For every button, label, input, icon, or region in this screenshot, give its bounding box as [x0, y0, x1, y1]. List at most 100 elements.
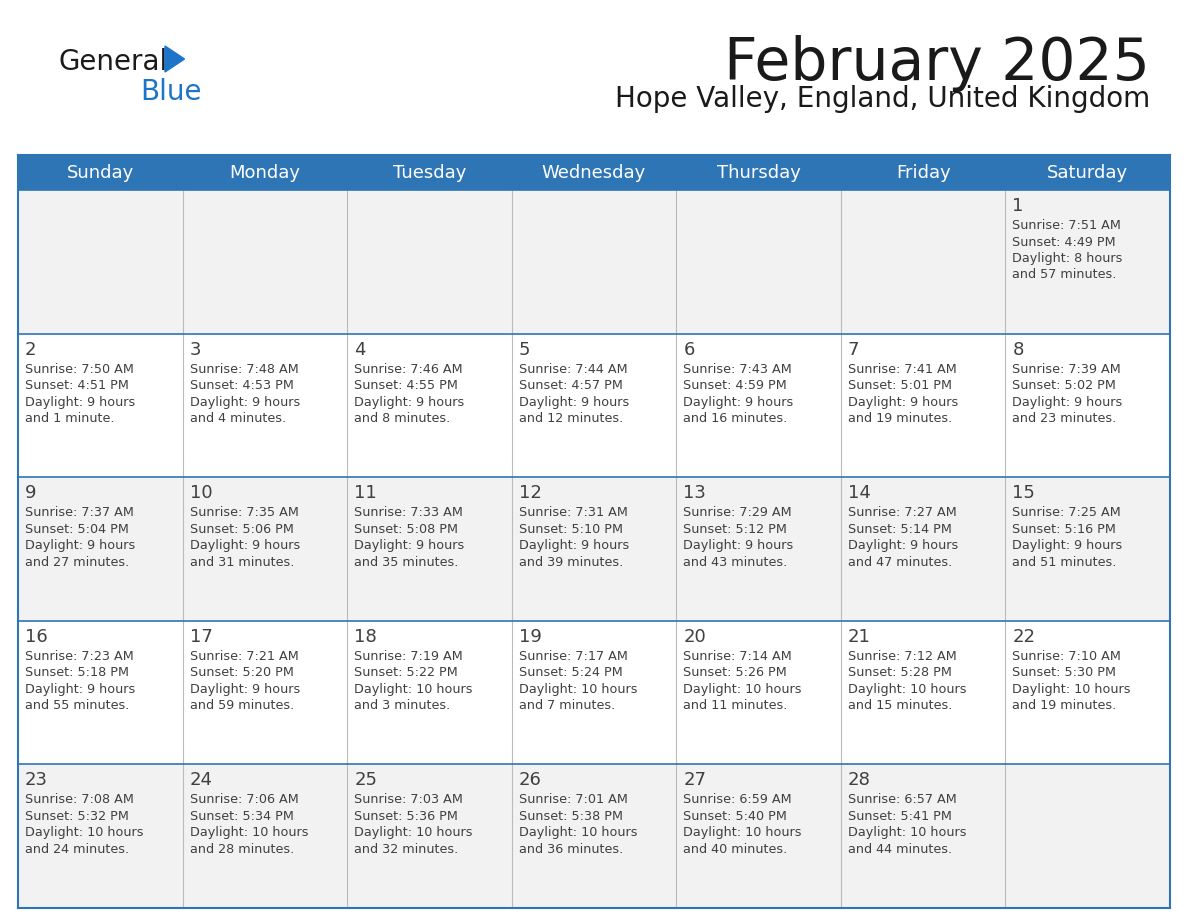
Text: and 39 minutes.: and 39 minutes.: [519, 555, 623, 568]
Text: Saturday: Saturday: [1047, 163, 1129, 182]
Text: Daylight: 10 hours: Daylight: 10 hours: [683, 683, 802, 696]
Bar: [183, 621, 347, 765]
Text: Daylight: 9 hours: Daylight: 9 hours: [848, 396, 958, 409]
Text: and 32 minutes.: and 32 minutes.: [354, 843, 459, 856]
Bar: [347, 765, 512, 908]
Bar: [1005, 190, 1170, 333]
Text: and 27 minutes.: and 27 minutes.: [25, 555, 129, 568]
Text: and 47 minutes.: and 47 minutes.: [848, 555, 952, 568]
Text: Sunrise: 7:29 AM: Sunrise: 7:29 AM: [683, 506, 792, 520]
Text: Friday: Friday: [896, 163, 950, 182]
Text: 21: 21: [848, 628, 871, 645]
Text: and 44 minutes.: and 44 minutes.: [848, 843, 952, 856]
Text: Daylight: 10 hours: Daylight: 10 hours: [354, 826, 473, 839]
Bar: [18, 621, 183, 765]
Text: 13: 13: [683, 484, 706, 502]
Text: 1: 1: [1012, 197, 1024, 215]
Text: Sunrise: 7:17 AM: Sunrise: 7:17 AM: [519, 650, 627, 663]
Text: Daylight: 9 hours: Daylight: 9 hours: [190, 396, 299, 409]
Text: Sunset: 5:02 PM: Sunset: 5:02 PM: [1012, 379, 1117, 392]
Bar: [512, 190, 676, 333]
Text: Sunset: 5:40 PM: Sunset: 5:40 PM: [683, 810, 788, 823]
Text: Daylight: 10 hours: Daylight: 10 hours: [848, 683, 966, 696]
Text: Sunrise: 7:37 AM: Sunrise: 7:37 AM: [25, 506, 134, 520]
Text: 3: 3: [190, 341, 201, 359]
Bar: [841, 621, 1005, 765]
Text: Sunset: 5:18 PM: Sunset: 5:18 PM: [25, 666, 129, 679]
Text: and 59 minutes.: and 59 minutes.: [190, 700, 293, 712]
Text: 6: 6: [683, 341, 695, 359]
Bar: [347, 621, 512, 765]
Text: 19: 19: [519, 628, 542, 645]
Bar: [1005, 333, 1170, 477]
Text: Sunrise: 6:59 AM: Sunrise: 6:59 AM: [683, 793, 792, 806]
Text: Sunrise: 7:10 AM: Sunrise: 7:10 AM: [1012, 650, 1121, 663]
Bar: [1005, 477, 1170, 621]
Text: and 51 minutes.: and 51 minutes.: [1012, 555, 1117, 568]
Text: Sunrise: 7:14 AM: Sunrise: 7:14 AM: [683, 650, 792, 663]
Text: and 11 minutes.: and 11 minutes.: [683, 700, 788, 712]
Text: Daylight: 10 hours: Daylight: 10 hours: [1012, 683, 1131, 696]
Text: Sunrise: 7:08 AM: Sunrise: 7:08 AM: [25, 793, 134, 806]
Text: Daylight: 10 hours: Daylight: 10 hours: [848, 826, 966, 839]
Text: and 57 minutes.: and 57 minutes.: [1012, 268, 1117, 282]
Text: and 16 minutes.: and 16 minutes.: [683, 412, 788, 425]
Text: Sunrise: 7:21 AM: Sunrise: 7:21 AM: [190, 650, 298, 663]
Text: 24: 24: [190, 771, 213, 789]
Text: Daylight: 9 hours: Daylight: 9 hours: [190, 683, 299, 696]
Text: and 31 minutes.: and 31 minutes.: [190, 555, 293, 568]
Bar: [676, 477, 841, 621]
Text: Daylight: 10 hours: Daylight: 10 hours: [519, 826, 637, 839]
Text: Sunset: 5:08 PM: Sunset: 5:08 PM: [354, 522, 459, 536]
Text: 15: 15: [1012, 484, 1035, 502]
Text: Sunset: 5:32 PM: Sunset: 5:32 PM: [25, 810, 128, 823]
Text: Sunset: 5:26 PM: Sunset: 5:26 PM: [683, 666, 786, 679]
Text: and 55 minutes.: and 55 minutes.: [25, 700, 129, 712]
Text: Sunrise: 7:25 AM: Sunrise: 7:25 AM: [1012, 506, 1121, 520]
Text: Daylight: 9 hours: Daylight: 9 hours: [1012, 396, 1123, 409]
Text: Daylight: 10 hours: Daylight: 10 hours: [354, 683, 473, 696]
Bar: [841, 190, 1005, 333]
Text: 20: 20: [683, 628, 706, 645]
Text: Sunset: 4:49 PM: Sunset: 4:49 PM: [1012, 236, 1116, 249]
Text: Daylight: 10 hours: Daylight: 10 hours: [519, 683, 637, 696]
Text: 8: 8: [1012, 341, 1024, 359]
Text: Sunrise: 7:44 AM: Sunrise: 7:44 AM: [519, 363, 627, 375]
Bar: [1005, 765, 1170, 908]
Text: 9: 9: [25, 484, 37, 502]
Text: Sunset: 5:36 PM: Sunset: 5:36 PM: [354, 810, 459, 823]
Bar: [841, 765, 1005, 908]
Text: Sunset: 5:28 PM: Sunset: 5:28 PM: [848, 666, 952, 679]
Text: Daylight: 9 hours: Daylight: 9 hours: [190, 539, 299, 553]
Bar: [18, 765, 183, 908]
Bar: [676, 621, 841, 765]
Text: Sunset: 5:34 PM: Sunset: 5:34 PM: [190, 810, 293, 823]
Text: Sunset: 5:14 PM: Sunset: 5:14 PM: [848, 522, 952, 536]
Text: 18: 18: [354, 628, 377, 645]
Text: Sunset: 5:06 PM: Sunset: 5:06 PM: [190, 522, 293, 536]
Polygon shape: [165, 46, 184, 72]
Text: Daylight: 9 hours: Daylight: 9 hours: [683, 396, 794, 409]
Text: Sunset: 4:57 PM: Sunset: 4:57 PM: [519, 379, 623, 392]
Bar: [512, 765, 676, 908]
Text: Sunrise: 7:06 AM: Sunrise: 7:06 AM: [190, 793, 298, 806]
Text: Sunset: 5:12 PM: Sunset: 5:12 PM: [683, 522, 788, 536]
Text: Sunset: 5:10 PM: Sunset: 5:10 PM: [519, 522, 623, 536]
Text: Sunrise: 7:31 AM: Sunrise: 7:31 AM: [519, 506, 627, 520]
Text: Sunset: 4:59 PM: Sunset: 4:59 PM: [683, 379, 786, 392]
Text: Sunrise: 7:19 AM: Sunrise: 7:19 AM: [354, 650, 463, 663]
Text: Sunset: 5:04 PM: Sunset: 5:04 PM: [25, 522, 128, 536]
Text: Sunrise: 7:39 AM: Sunrise: 7:39 AM: [1012, 363, 1121, 375]
Text: Sunset: 5:01 PM: Sunset: 5:01 PM: [848, 379, 952, 392]
Text: and 7 minutes.: and 7 minutes.: [519, 700, 615, 712]
Text: Daylight: 10 hours: Daylight: 10 hours: [683, 826, 802, 839]
Text: and 19 minutes.: and 19 minutes.: [1012, 700, 1117, 712]
Text: Daylight: 9 hours: Daylight: 9 hours: [354, 539, 465, 553]
Text: Sunday: Sunday: [67, 163, 134, 182]
Text: Daylight: 10 hours: Daylight: 10 hours: [190, 826, 308, 839]
Text: Daylight: 10 hours: Daylight: 10 hours: [25, 826, 144, 839]
Text: and 12 minutes.: and 12 minutes.: [519, 412, 623, 425]
Bar: [183, 477, 347, 621]
Text: 23: 23: [25, 771, 48, 789]
Text: Sunrise: 7:51 AM: Sunrise: 7:51 AM: [1012, 219, 1121, 232]
